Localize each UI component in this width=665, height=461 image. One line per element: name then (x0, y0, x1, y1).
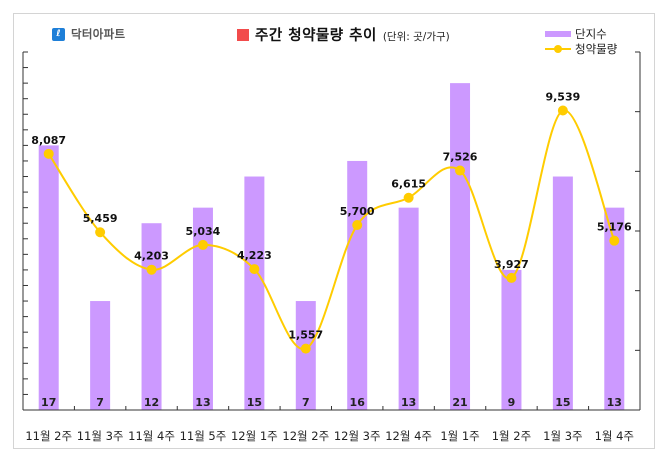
chart-title: 주간 청약물량 추이 (단위: 곳/가구) (237, 24, 450, 45)
bar-8 (450, 83, 471, 410)
bar-4 (244, 176, 265, 410)
line-point-8 (455, 165, 466, 176)
line-series-path (47, 109, 616, 350)
line-value-label-0: 8,087 (31, 134, 66, 147)
bar-value-label-4: 15 (247, 396, 262, 409)
brand-logo: ℓ 닥터아파트 (52, 26, 125, 42)
line-value-label-11: 5,176 (597, 221, 632, 234)
title-square-icon (237, 28, 249, 41)
line-point-2 (146, 264, 157, 275)
x-tick-label-3: 11월 5주 (180, 429, 227, 443)
bar-value-label-11: 13 (607, 396, 622, 409)
x-tick-label-5: 12월 2주 (282, 429, 329, 443)
bar-6 (347, 160, 368, 410)
x-tick-label-6: 12월 3주 (334, 429, 381, 443)
legend-line-swatch (545, 44, 571, 53)
line-point-11 (609, 235, 620, 246)
bar-1 (90, 301, 111, 410)
line-value-label-1: 5,459 (83, 212, 118, 225)
bar-value-label-6: 16 (350, 396, 366, 409)
line-point-3 (197, 239, 208, 250)
bar-7 (398, 207, 419, 410)
x-tick-label-0: 11월 2주 (25, 429, 72, 443)
line-point-5 (300, 343, 311, 354)
legend-item-line: 청약물량 (545, 41, 617, 56)
bar-value-label-3: 13 (195, 396, 210, 409)
bar-value-label-8: 21 (452, 396, 467, 409)
chart-unit-note: (단위: 곳/가구) (382, 31, 450, 43)
legend-label-line: 청약물량 (575, 41, 618, 56)
line-value-label-3: 5,034 (186, 225, 221, 238)
bar-value-label-7: 13 (401, 396, 416, 409)
line-value-label-4: 4,223 (237, 249, 272, 262)
bar-0 (38, 145, 59, 411)
brand-name: 닥터아파트 (71, 27, 126, 41)
bar-9 (501, 269, 522, 410)
line-value-label-7: 6,615 (391, 178, 426, 191)
bar-value-label-2: 12 (144, 396, 159, 409)
legend-label-bars: 단지수 (575, 26, 607, 41)
x-tick-label-11: 1월 4주 (595, 429, 634, 443)
line-value-label-10: 9,539 (545, 91, 580, 104)
line-point-1 (95, 227, 106, 238)
x-tick-label-10: 1월 3주 (543, 429, 582, 443)
chart-title-text: 주간 청약물량 추이 (255, 28, 377, 44)
chart-frame (13, 13, 655, 449)
bar-value-label-5: 7 (302, 396, 310, 409)
line-point-4 (249, 264, 260, 275)
x-tick-label-2: 11월 4주 (128, 429, 175, 443)
legend: 단지수 청약물량 (545, 26, 617, 56)
bar-value-label-1: 7 (96, 396, 104, 409)
bar-value-label-9: 9 (508, 396, 516, 409)
x-tick-label-8: 1월 1주 (440, 429, 479, 443)
bar-11 (604, 207, 625, 410)
line-value-label-6: 5,700 (340, 205, 375, 218)
bar-value-label-10: 15 (555, 396, 570, 409)
x-tick-label-4: 12월 1주 (231, 429, 278, 443)
line-point-10 (557, 105, 568, 116)
bar-3 (192, 207, 213, 410)
line-point-6 (352, 220, 363, 231)
bar-5 (295, 301, 316, 410)
line-point-7 (403, 192, 414, 203)
legend-bar-swatch (545, 30, 571, 37)
x-tick-label-7: 12월 4주 (385, 429, 432, 443)
x-tick-label-1: 11월 3주 (77, 429, 124, 443)
legend-item-bars: 단지수 (545, 26, 617, 41)
line-value-label-2: 4,203 (134, 250, 169, 263)
line-value-label-9: 3,927 (494, 258, 529, 271)
bar-value-label-0: 17 (41, 396, 56, 409)
doctor-apart-logo-icon: ℓ (52, 27, 65, 41)
line-value-label-5: 1,557 (288, 329, 323, 342)
line-point-9 (506, 272, 517, 283)
x-tick-label-9: 1월 2주 (492, 429, 531, 443)
bar-10 (552, 176, 573, 410)
line-value-label-8: 7,526 (443, 151, 478, 164)
line-point-0 (43, 148, 54, 159)
